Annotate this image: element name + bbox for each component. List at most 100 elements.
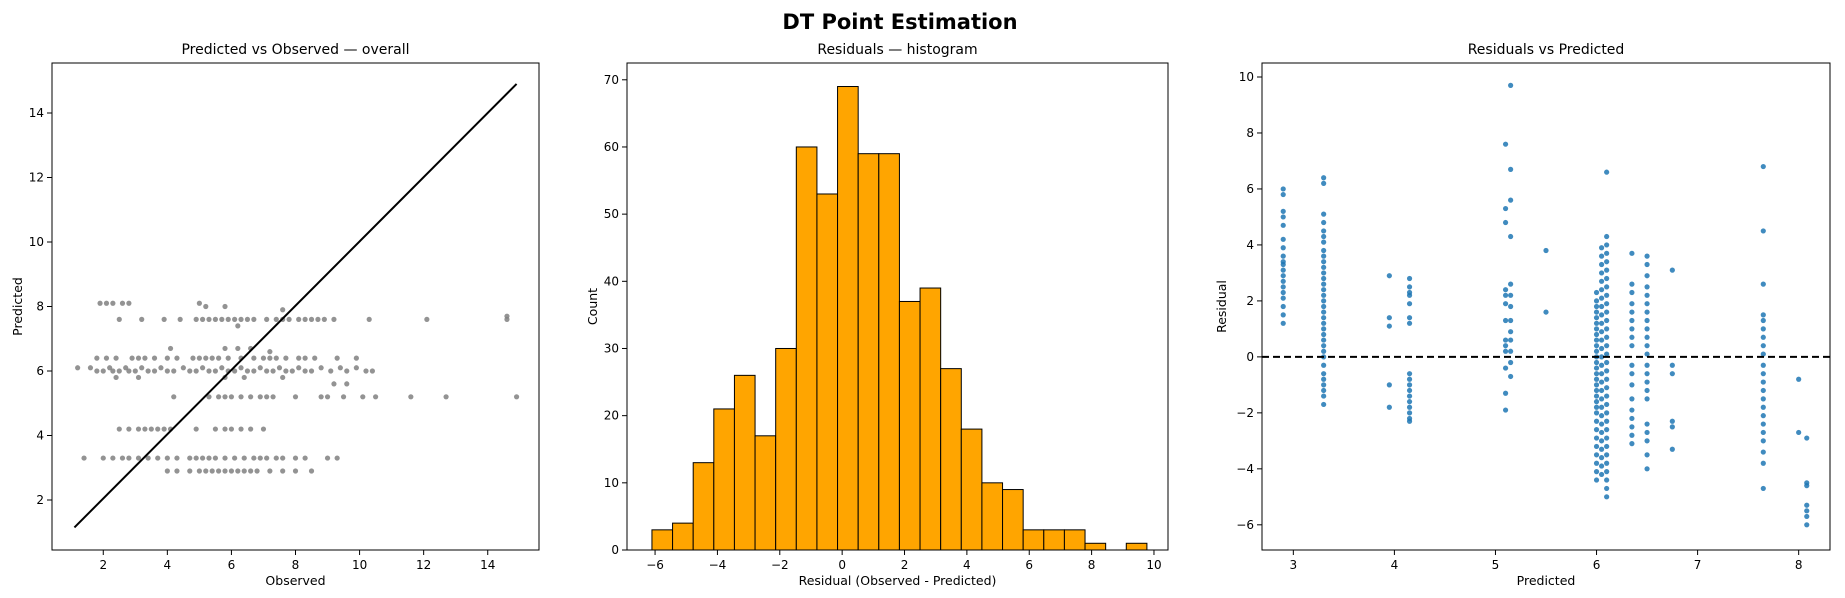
p0-data-point [254,468,260,474]
p2-data-point [1760,387,1766,394]
p2-data-point [1760,438,1766,444]
p2-data-point [1593,443,1600,450]
p0-title: Predicted vs Observed — overall [181,42,409,58]
p0-data-point [353,365,359,371]
p2-xtick-label: 7 [1694,558,1702,572]
p2-xlabel: Predicted [1517,573,1576,588]
p2-data-point [1760,449,1766,455]
p2-data-point [1321,382,1327,388]
p0-data-point [241,468,247,474]
p2-data-point [1604,427,1610,433]
p0-data-point [248,426,254,432]
p1-histogram-bar [775,347,797,551]
p0-data-point [334,455,340,461]
p0-data-point [273,455,279,461]
p0-data-point [171,394,177,400]
p2-data-point [1386,323,1392,329]
p2-data-point [1760,421,1766,427]
p2-data-point [1629,441,1635,447]
p0-data-point [334,355,340,361]
p2-data-point [1508,233,1514,240]
p0-data-point [139,365,145,371]
p2-ylabel: Residual [1214,280,1229,333]
p2-data-point [1629,250,1635,256]
p0-data-point [222,345,228,352]
p0-data-point [353,355,359,361]
p2-data-point [1406,404,1413,410]
p2-data-point [1321,287,1327,293]
residuals-vs-predicted: 3 4 5 6 7 8 −6 −4 −2 0 2 4 6 8 10 Residuals vs Predicte… [1214,42,1831,588]
p2-data-point [1502,348,1509,354]
p0-data-point [126,455,132,461]
p2-data-point [1321,233,1327,240]
p2-data-point [1321,331,1327,338]
p0-data-point [292,455,299,461]
p2-data-point [1629,407,1635,413]
p2-data-point [1796,376,1802,382]
p2-data-point [1604,233,1610,240]
p2-data-point [1760,396,1766,402]
p2-data-point [1321,303,1327,310]
p2-data-point [1280,236,1286,242]
p2-data-point [1508,317,1514,324]
p2-data-point [1598,421,1605,427]
p0-data-point [232,455,238,461]
p2-data-point [1644,351,1650,357]
p2-data-point [1644,438,1650,444]
p0-data-point [209,355,215,361]
p0-data-point [75,365,81,371]
p2-data-point [1598,354,1605,360]
p2-data-point [1598,379,1605,385]
p2-data-point [1593,399,1600,405]
p2-data-point [1760,404,1766,410]
p2-data-point [1321,309,1327,315]
p2-data-point [1644,343,1650,349]
p0-data-point [292,394,299,400]
p0-data-point [222,303,228,310]
p0-data-point [257,394,263,400]
p0-data-point [167,345,174,352]
p2-data-point [1760,362,1766,368]
p1-histogram-bar [672,522,694,551]
p0-data-point [260,426,267,432]
p0-data-point [251,316,257,323]
p0-data-point [244,316,251,323]
p2-data-point [1321,275,1327,282]
p0-data-point [148,426,154,432]
p0-data-point [337,365,343,371]
p0-xtick-label: 4 [164,558,172,572]
p2-data-point [1604,469,1610,475]
p2-data-point [1280,245,1286,251]
p0-data-point [151,355,158,361]
p0-data-point [212,368,219,374]
p2-data-point [1644,301,1650,307]
p2-data-point [1760,460,1766,466]
p0-data-point [81,455,87,461]
p1-ytick-label: 40 [604,274,619,288]
p2-data-point [1502,317,1509,324]
p0-data-point [100,368,106,374]
p0-data-point [296,365,302,371]
p2-data-point [1508,329,1514,335]
p2-data-point [1406,315,1413,321]
p1-histogram-bar [857,153,880,551]
p1-ytick-label: 60 [604,140,619,154]
p2-data-point [1760,351,1766,357]
p2-data-point [1321,362,1327,368]
p2-data-point [1502,343,1509,349]
p2-data-point [1593,376,1600,382]
p0-data-point [366,316,372,323]
p0-data-point [145,368,151,374]
p2-data-point [1508,348,1514,354]
p0-data-point [372,394,379,400]
p0-data-point [232,316,238,323]
p0-data-point [302,316,308,323]
p2-data-point [1598,320,1605,326]
p1-histogram-bar [960,428,983,551]
p2-data-point [1593,289,1600,296]
p1-xtick-label: 10 [1146,558,1161,572]
p2-ytick-label: 4 [1246,238,1254,252]
p0-ytick-label: 10 [29,235,44,249]
p2-data-point [1321,253,1327,259]
p0-data-point [273,316,279,323]
